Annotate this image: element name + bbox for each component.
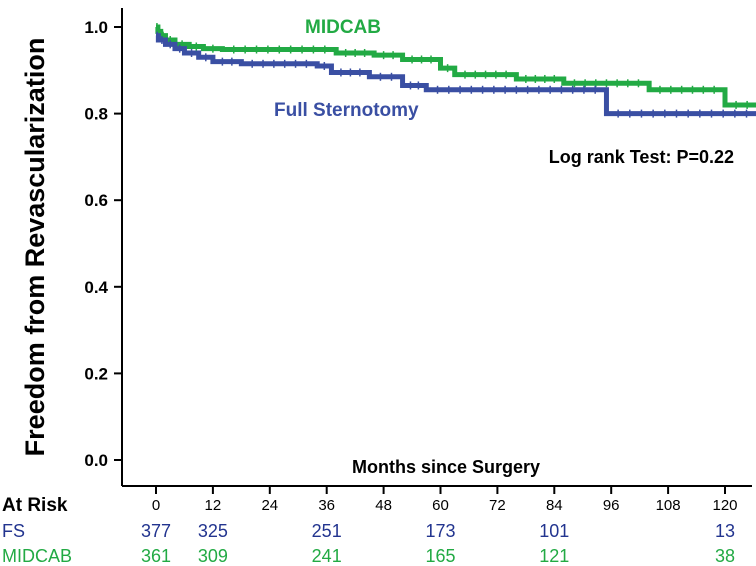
at-risk-value-midcab: 121 — [539, 546, 569, 566]
at-risk-label-fs: FS — [2, 521, 25, 541]
x-tick-label: 12 — [205, 497, 222, 514]
y-tick-label: 0.0 — [84, 451, 108, 470]
series-label-full-sternotomy: Full Sternotomy — [274, 100, 419, 121]
at-risk-value-fs: 377 — [141, 521, 171, 541]
x-tick-label: 48 — [375, 497, 392, 514]
at-risk-value-fs: 325 — [198, 521, 228, 541]
at-risk-value-midcab: 165 — [425, 546, 455, 566]
at-risk-value-midcab: 241 — [312, 546, 342, 566]
x-tick-label: 24 — [261, 497, 278, 514]
y-ticks: 0.0 0.2 0.4 0.6 0.8 1.0 — [84, 18, 122, 470]
x-tick-label: 36 — [318, 497, 335, 514]
at-risk-value-midcab: 361 — [141, 546, 171, 566]
y-tick-label: 0.8 — [84, 105, 108, 124]
log-rank-annotation: Log rank Test: P=0.22 — [549, 147, 734, 167]
at-risk-value-fs: 13 — [715, 521, 735, 541]
x-tick-label: 108 — [656, 497, 681, 514]
x-ticks: 0 12 24 36 48 60 72 84 96 108 120 — [152, 486, 738, 514]
x-tick-label: 0 — [152, 497, 160, 514]
y-tick-label: 0.2 — [84, 364, 108, 383]
x-tick-label: 96 — [603, 497, 620, 514]
at-risk-value-fs: 251 — [312, 521, 342, 541]
survival-curves — [155, 23, 756, 118]
y-tick-label: 0.4 — [84, 278, 108, 297]
y-axis-label: Freedom from Revascularization — [20, 38, 50, 457]
at-risk-values: 377 325 251 173 101 13 361 309 241 165 121 38 — [141, 521, 735, 566]
at-risk-value-fs: 101 — [539, 521, 569, 541]
at-risk-label-midcab: MIDCAB — [2, 546, 72, 566]
x-axis-label: Months since Surgery — [352, 457, 540, 477]
at-risk-value-midcab: 309 — [198, 546, 228, 566]
y-tick-label: 0.6 — [84, 191, 108, 210]
x-tick-label: 72 — [489, 497, 506, 514]
at-risk-value-fs: 173 — [425, 521, 455, 541]
x-tick-label: 60 — [432, 497, 449, 514]
at-risk-value-midcab: 38 — [715, 546, 735, 566]
x-tick-label: 120 — [712, 497, 737, 514]
x-tick-label: 84 — [546, 497, 563, 514]
series-label-midcab: MIDCAB — [305, 17, 381, 38]
at-risk-title: At Risk — [2, 495, 68, 516]
y-tick-label: 1.0 — [84, 18, 108, 37]
